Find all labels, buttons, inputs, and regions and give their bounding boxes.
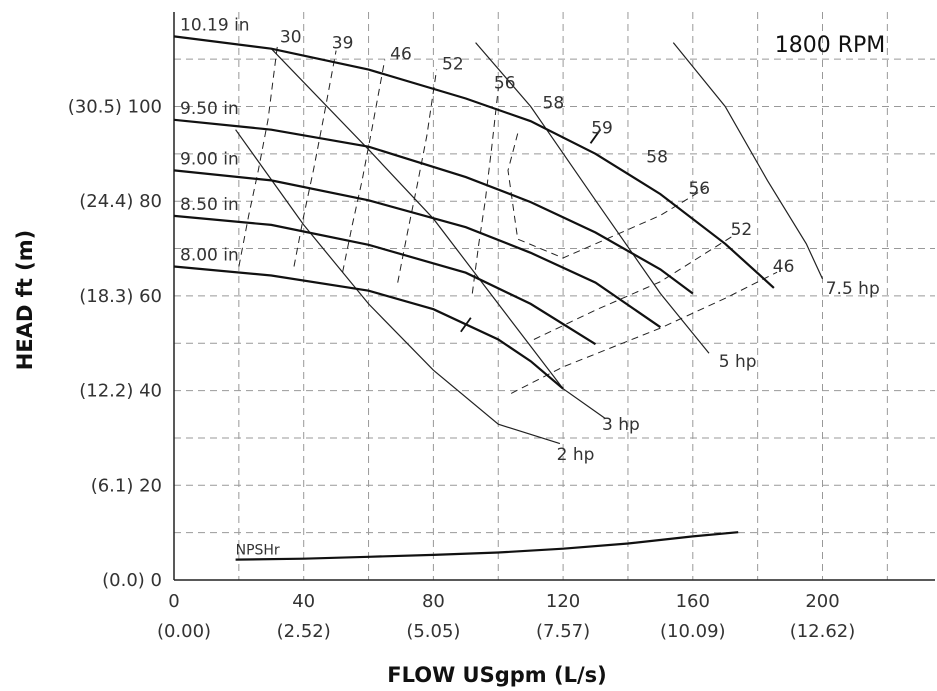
efficiency-curve-46 — [342, 59, 386, 273]
npshr-label: NPSHr — [236, 543, 280, 559]
y-tick-label: (12.2) 40 — [79, 381, 162, 402]
bep-mark — [589, 128, 602, 144]
efficiency-label: 39 — [332, 34, 354, 54]
efficiency-curve-30 — [238, 42, 279, 267]
impeller-curve-label: 9.50 in — [180, 99, 239, 119]
y-axis-title: HEAD ft (m) — [13, 230, 37, 370]
x-tick-sublabel: (10.09) — [660, 621, 726, 642]
bep-mark — [460, 317, 472, 333]
efficiency-contour-52 — [533, 236, 732, 340]
power-curve-7-5-hp — [672, 42, 824, 280]
y-tick-label: (24.4) 80 — [79, 191, 162, 212]
x-tick-sublabel: (0.00) — [157, 621, 211, 642]
x-tick-label: 160 — [676, 591, 710, 612]
npshr-curve — [235, 531, 739, 561]
rpm-annotation: 1800 RPM — [775, 33, 886, 58]
power-curve-3-hp — [270, 48, 606, 419]
x-tick-label: 200 — [805, 591, 839, 612]
x-tick-sublabel: (5.05) — [406, 621, 460, 642]
x-axis-title: FLOW USgpm (L/s) — [387, 663, 607, 687]
x-tick-label: 80 — [422, 591, 445, 612]
x-tick-label: 40 — [292, 591, 315, 612]
y-tick-label: (30.5) 100 — [68, 97, 162, 118]
impeller-curve-label: 10.19 in — [180, 15, 250, 35]
efficiency-label: 52 — [731, 220, 753, 240]
power-curve-label: 3 hp — [602, 415, 640, 435]
labels-layer: 2 hp 3 hp 5 hp 7.5 hp 10.19 in 9.50 in 9.00 in… — [180, 15, 880, 558]
efficiency-label: 46 — [773, 257, 795, 277]
power-curve-2-hp — [235, 129, 561, 445]
power-curve-label: 5 hp — [719, 352, 757, 372]
x-tick-label: 0 — [168, 591, 179, 612]
impeller-curve-label: 8.50 in — [180, 195, 239, 215]
y-tick-label: (6.1) 20 — [91, 475, 162, 496]
impeller-curve-label: 9.00 in — [180, 149, 239, 169]
x-tick-sublabel: (2.52) — [277, 621, 331, 642]
y-tick-label: (18.3) 60 — [79, 286, 162, 307]
efficiency-label: 30 — [280, 28, 302, 48]
efficiency-curve-52 — [397, 69, 438, 283]
efficiency-label: 46 — [390, 45, 412, 65]
curves-layer — [173, 35, 824, 561]
axes: 0 (0.00) 40 (2.52) 80 (5.05) 120 (7.57) 160 (10.0… — [68, 12, 935, 642]
x-tick-label: 120 — [546, 591, 580, 612]
efficiency-contour-58 — [507, 133, 707, 259]
efficiency-label: 52 — [442, 55, 464, 75]
y-tick-label: (0.0) 0 — [102, 570, 162, 591]
impeller-curve-10-19-in — [173, 35, 775, 289]
efficiency-curve-39 — [293, 50, 337, 267]
power-curve-5-hp — [475, 42, 710, 354]
impeller-curve-9-00-in — [173, 169, 662, 329]
power-curve-label: 7.5 hp — [826, 279, 880, 299]
efficiency-label: 59 — [591, 118, 613, 138]
efficiency-contour-46 — [510, 271, 778, 394]
power-curve-label: 2 hp — [557, 445, 595, 465]
efficiency-label: 56 — [494, 74, 516, 94]
efficiency-label: 58 — [543, 93, 565, 113]
impeller-curve-8-00-in — [173, 265, 564, 390]
x-tick-sublabel: (7.57) — [536, 621, 590, 642]
impeller-curve-9-50-in — [173, 118, 694, 295]
efficiency-label: 58 — [646, 147, 668, 167]
grid-lines — [174, 12, 935, 580]
impeller-curve-label: 8.00 in — [180, 246, 239, 266]
x-tick-sublabel: (12.62) — [790, 621, 856, 642]
efficiency-curve-56 — [471, 88, 499, 294]
efficiency-label: 56 — [688, 179, 710, 199]
impeller-curve-8-50-in — [173, 214, 597, 346]
